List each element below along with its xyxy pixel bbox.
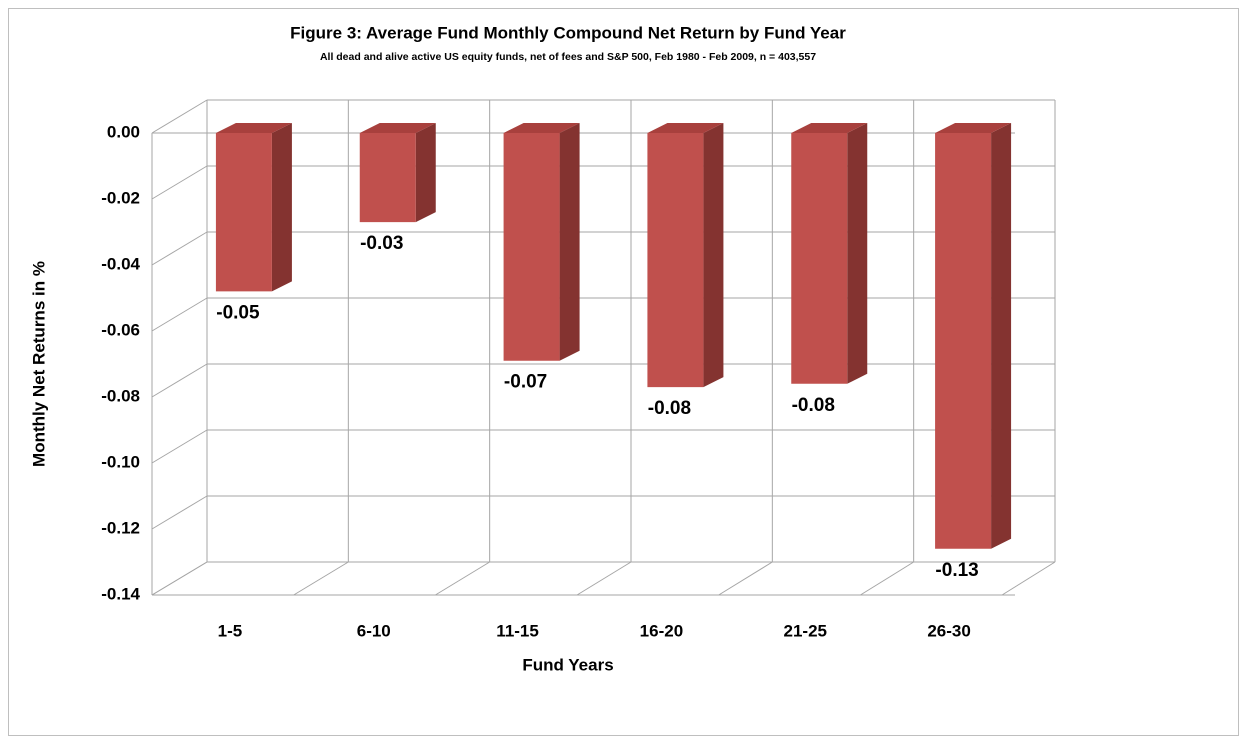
y-tick-label: -0.06 [101,320,140,339]
bar-top [503,123,580,133]
side-grid-line [151,99,208,134]
side-grid-line [151,561,208,596]
bar-top [647,123,724,133]
bar [647,123,724,388]
bar-top [791,123,868,133]
bar [215,123,292,292]
side-grid-line [151,297,208,332]
floor-divider [718,561,773,596]
bar-side [271,123,292,292]
bar-front [215,133,272,292]
bar-top [215,123,292,133]
chart-subtitle: All dead and alive active US equity fund… [320,51,816,63]
x-tick-label: 11-15 [496,621,539,640]
side-grid-line [151,231,208,266]
bar [359,123,436,223]
floor-divider [435,561,490,596]
y-tick-label: -0.10 [101,452,140,471]
value-label: -0.05 [216,302,260,323]
value-label: -0.08 [792,395,835,416]
bar-side [415,123,436,223]
bar-side [559,123,580,361]
y-tick-label: -0.02 [101,188,140,207]
x-tick-label: 26-30 [927,621,970,640]
y-axis-title: Monthly Net Returns in % [29,261,48,467]
value-label: -0.03 [360,233,403,254]
bar [503,123,580,361]
value-label: -0.08 [648,398,691,419]
bar-side [847,123,868,384]
y-tick-label: -0.08 [101,386,140,405]
y-tick-label: -0.12 [101,518,140,537]
bar-front [359,133,416,223]
side-grid-line [151,495,208,530]
bar-side [703,123,724,388]
x-tick-label: 16-20 [640,621,683,640]
bar-front [503,133,560,361]
chart-title: Figure 3: Average Fund Monthly Compound … [290,23,846,42]
floor-divider [860,561,914,596]
y-tick-label: -0.04 [101,254,140,273]
x-axis-title: Fund Years [522,655,613,674]
bar-top [935,123,1012,133]
value-label: -0.07 [504,372,547,393]
bar-front [935,133,992,549]
bar-front [647,133,704,388]
bar-top [359,123,436,133]
floor-divider [293,561,349,596]
side-grid-line [151,363,208,398]
floor-divider [1001,561,1056,596]
floor-divider [576,561,632,596]
bar [791,123,868,384]
x-tick-label: 1-5 [218,621,243,640]
x-tick-label: 6-10 [357,621,391,640]
x-tick-label: 21-25 [784,621,827,640]
bar-front [791,133,848,384]
value-label: -0.13 [935,560,978,581]
y-tick-label: 0.00 [107,122,140,141]
bar [935,123,1012,549]
side-grid-line [151,429,208,464]
chart-border [8,8,1239,736]
side-grid-line [151,165,208,200]
bar-side [991,123,1012,549]
y-tick-label: -0.14 [101,584,140,603]
